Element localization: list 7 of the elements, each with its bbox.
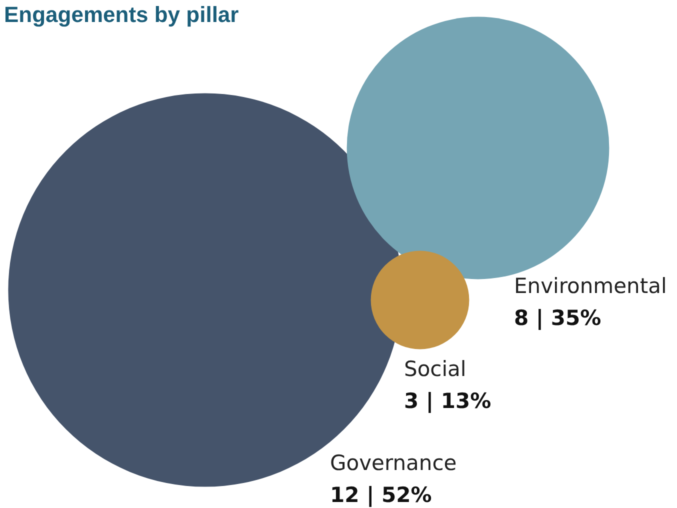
text: Engagements by pillar xyxy=(4,2,239,28)
category-label: Social xyxy=(404,357,466,381)
data-label: 3 | 13% xyxy=(404,389,492,413)
category-label: Governance xyxy=(330,451,457,475)
data-label: 8 | 35% xyxy=(514,306,602,330)
category-label: Environmental xyxy=(514,274,667,298)
data-label: 12 | 52% xyxy=(330,483,432,507)
